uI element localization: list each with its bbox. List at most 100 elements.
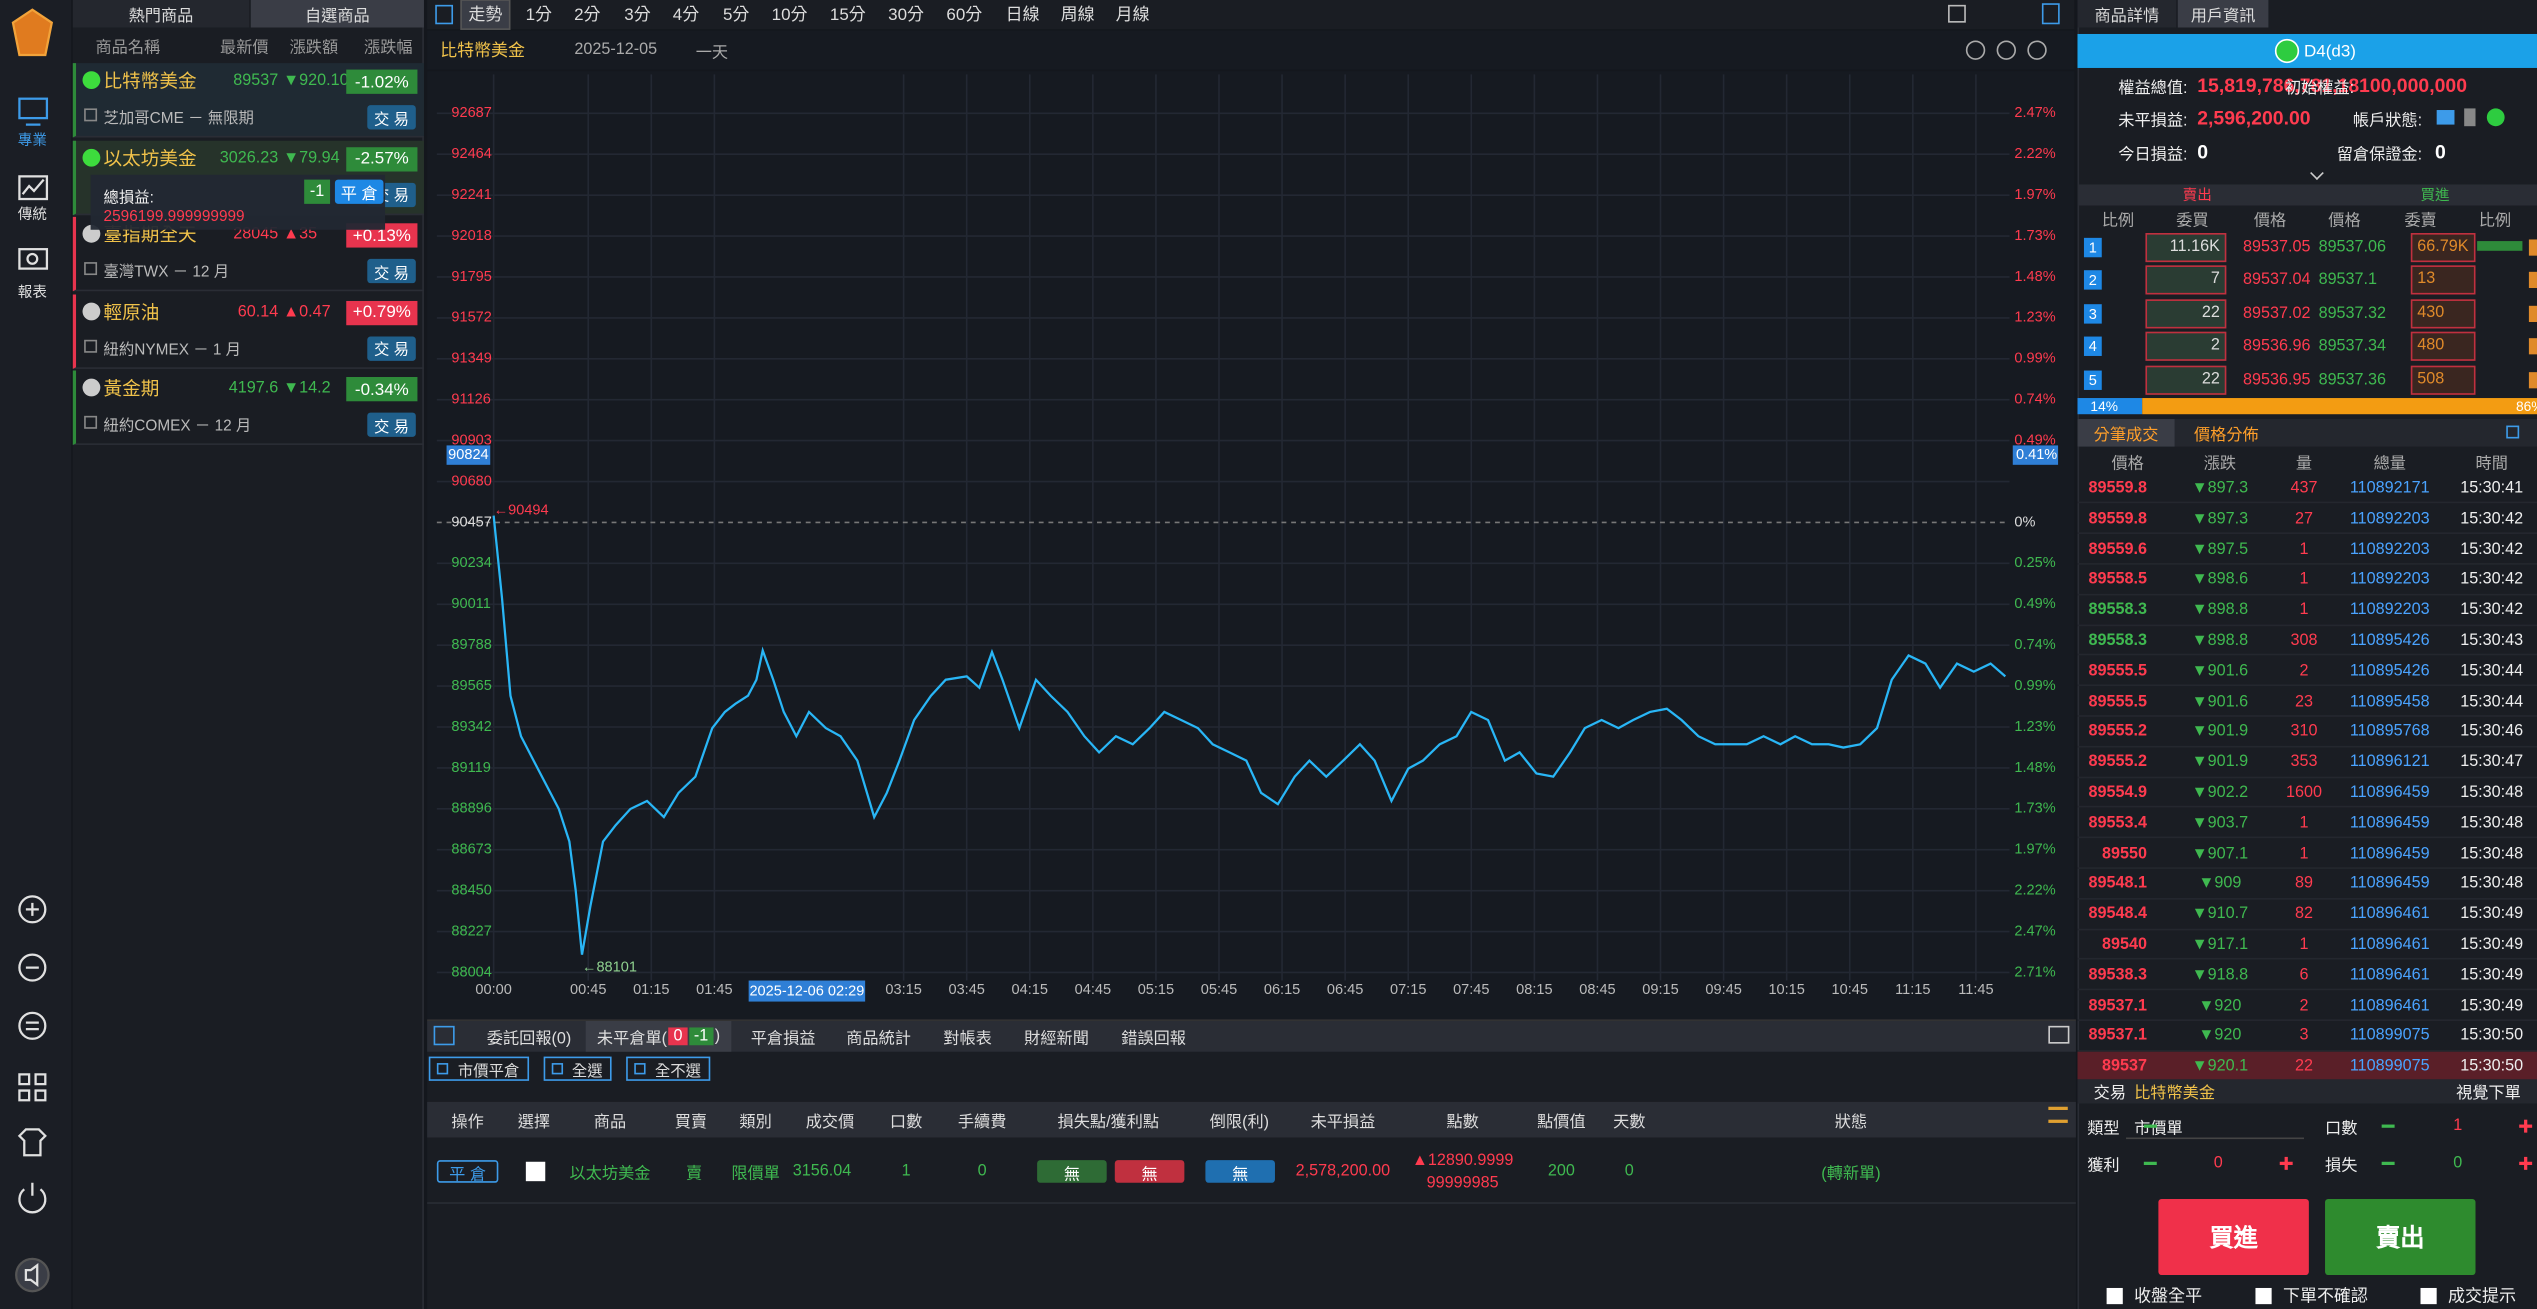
watchlist-tab[interactable]: 自選商品 <box>250 0 424 28</box>
chart-symbol[interactable]: 比特幣美金 <box>440 41 526 61</box>
trade-price: 89554.9 <box>2088 783 2148 802</box>
stepper[interactable] <box>2143 1125 2157 1128</box>
orders-tab[interactable]: 財經新聞 <box>1024 1030 1089 1049</box>
entry-symbol[interactable]: 比特幣美金 <box>2134 1084 2216 1103</box>
watch-row[interactable] <box>72 217 424 292</box>
ask-price: 89537.06 <box>2318 238 2387 257</box>
orders-tab[interactable]: 平倉損益 <box>750 1030 816 1049</box>
trailing[interactable]: 無 <box>1205 1160 1275 1184</box>
y-tick-label: 92687 <box>451 105 491 121</box>
trade-change: ▼898.8 <box>2191 631 2249 650</box>
info-tab[interactable]: 用戶資訊 <box>2177 0 2269 28</box>
chart-control[interactable] <box>1996 40 2017 60</box>
y-tick-label: 90457 <box>451 514 491 530</box>
column-header: 狀態 <box>1834 1114 1868 1132</box>
layout-icon <box>1948 4 1966 23</box>
interval-tab[interactable]: 周線 <box>1060 5 1095 26</box>
orders-tab[interactable]: 未平倉單(0 -1) <box>585 1020 732 1052</box>
interval-tab[interactable]: 10分 <box>771 5 808 26</box>
trade-button[interactable]: 交 易 <box>367 105 416 130</box>
sell-button[interactable]: 賣出 <box>2325 1198 2476 1276</box>
pl-label: 總損益: <box>103 189 154 208</box>
select[interactable] <box>2126 1113 2305 1140</box>
interval-tab[interactable]: 走勢 <box>460 0 511 30</box>
stepper[interactable] <box>2381 1125 2395 1128</box>
status-dot <box>82 302 101 321</box>
price-change: ▲0.47 <box>283 303 331 321</box>
orders-tab[interactable]: 對帳表 <box>943 1030 992 1049</box>
field-label: 初始權益: <box>2284 80 2355 98</box>
trade-button[interactable]: 交 易 <box>367 413 416 438</box>
nav-label[interactable]: 專業 <box>17 131 47 149</box>
trade-total: 110896459 <box>2349 875 2430 893</box>
trades-tab[interactable]: 價格分佈 <box>2193 427 2259 445</box>
interval-tab[interactable]: 月線 <box>1115 5 1150 26</box>
orders-tab[interactable]: 委託回報(0) <box>486 1030 572 1049</box>
tab-text: 0 <box>668 1027 688 1046</box>
trade-price: 89537.1 <box>2088 1027 2148 1046</box>
chart-control[interactable] <box>1965 40 1986 60</box>
interval-tab[interactable]: 15分 <box>829 5 866 26</box>
select-checkbox[interactable] <box>525 1161 546 1182</box>
order-action[interactable]: 全選 <box>543 1056 612 1081</box>
nav-label[interactable]: 報表 <box>17 283 47 301</box>
column-header: 倒限(利) <box>1209 1114 1270 1132</box>
option-checkbox[interactable] <box>2255 1287 2272 1305</box>
y-tick-label: 90680 <box>451 473 491 489</box>
trade-change: ▼901.6 <box>2191 662 2249 681</box>
watchlist-tab[interactable]: 熱門商品 <box>72 0 250 28</box>
action-icon <box>634 1063 646 1075</box>
watch-row[interactable] <box>72 371 424 446</box>
nav-label[interactable]: 傳統 <box>17 206 47 223</box>
interval-tab[interactable]: 4分 <box>672 5 700 26</box>
order-fee: 0 <box>977 1162 987 1181</box>
watch-row[interactable] <box>72 294 424 369</box>
close-button[interactable]: 平 倉 <box>334 179 384 204</box>
take-profit[interactable]: 無 <box>1114 1160 1185 1184</box>
action-icon <box>436 1063 449 1075</box>
order-action[interactable]: 市價平倉 <box>428 1056 530 1081</box>
x-tick-label: 05:15 <box>1138 982 1174 998</box>
order-action[interactable]: 全不選 <box>626 1056 711 1081</box>
stepper[interactable] <box>2381 1162 2395 1165</box>
orders-tab[interactable]: 商品統計 <box>846 1030 911 1049</box>
chart-control[interactable] <box>2027 40 2047 60</box>
book-edge <box>2528 305 2537 322</box>
last-price: 89537 <box>233 72 279 90</box>
chart-date[interactable]: 2025-12-05 <box>574 41 658 60</box>
chart-range[interactable]: 一天 <box>695 44 729 63</box>
pct-tick-label: 2.47% <box>2014 923 2055 939</box>
info-tab[interactable]: 商品詳情 <box>2077 0 2177 28</box>
option-checkbox[interactable] <box>2420 1287 2437 1305</box>
trade-change: ▼917.1 <box>2191 936 2249 954</box>
interval-tab[interactable]: 5分 <box>722 5 750 26</box>
trade-button[interactable]: 交 易 <box>367 336 416 361</box>
trade-time: 15:30:42 <box>2460 540 2524 559</box>
interval-tab[interactable]: 3分 <box>624 5 651 26</box>
y-tick-label: 91349 <box>451 351 491 367</box>
exchange: 紐約COMEX － 12 月 <box>103 418 252 436</box>
interval-tab[interactable]: 2分 <box>574 5 601 26</box>
trades-tab[interactable]: 分筆成交 <box>2077 419 2175 447</box>
buy-button[interactable]: 買進 <box>2158 1198 2309 1276</box>
interval-tab[interactable]: 日線 <box>1005 5 1040 26</box>
interval-tab[interactable]: 30分 <box>888 5 925 26</box>
pct-tick-label: 2.22% <box>2014 146 2055 162</box>
orders-tab[interactable]: 錯誤回報 <box>1121 1030 1186 1049</box>
visual-order[interactable]: 視覺下單 <box>2456 1084 2521 1103</box>
interval-tab[interactable]: 60分 <box>946 5 983 26</box>
pct-tick-label: 0.25% <box>2014 555 2055 571</box>
stop-loss[interactable]: 無 <box>1037 1160 1107 1184</box>
interval-tab[interactable]: 1分 <box>525 5 553 26</box>
stepper[interactable] <box>2143 1162 2157 1165</box>
column-header: 損失點/獲利點 <box>1057 1114 1160 1132</box>
x-tick-label: 03:45 <box>948 982 984 998</box>
trade-row <box>2077 656 2537 687</box>
field-value: 15,819,786,781,18 <box>2197 74 2360 98</box>
close-position[interactable]: 平 倉 <box>436 1160 499 1184</box>
column-header: 成交價 <box>805 1114 855 1132</box>
trade-button[interactable]: 交 易 <box>367 259 416 284</box>
option-checkbox[interactable] <box>2106 1287 2123 1305</box>
x-tick-label: 03:15 <box>885 982 921 998</box>
x-tick-label: 11:45 <box>1958 982 1993 998</box>
